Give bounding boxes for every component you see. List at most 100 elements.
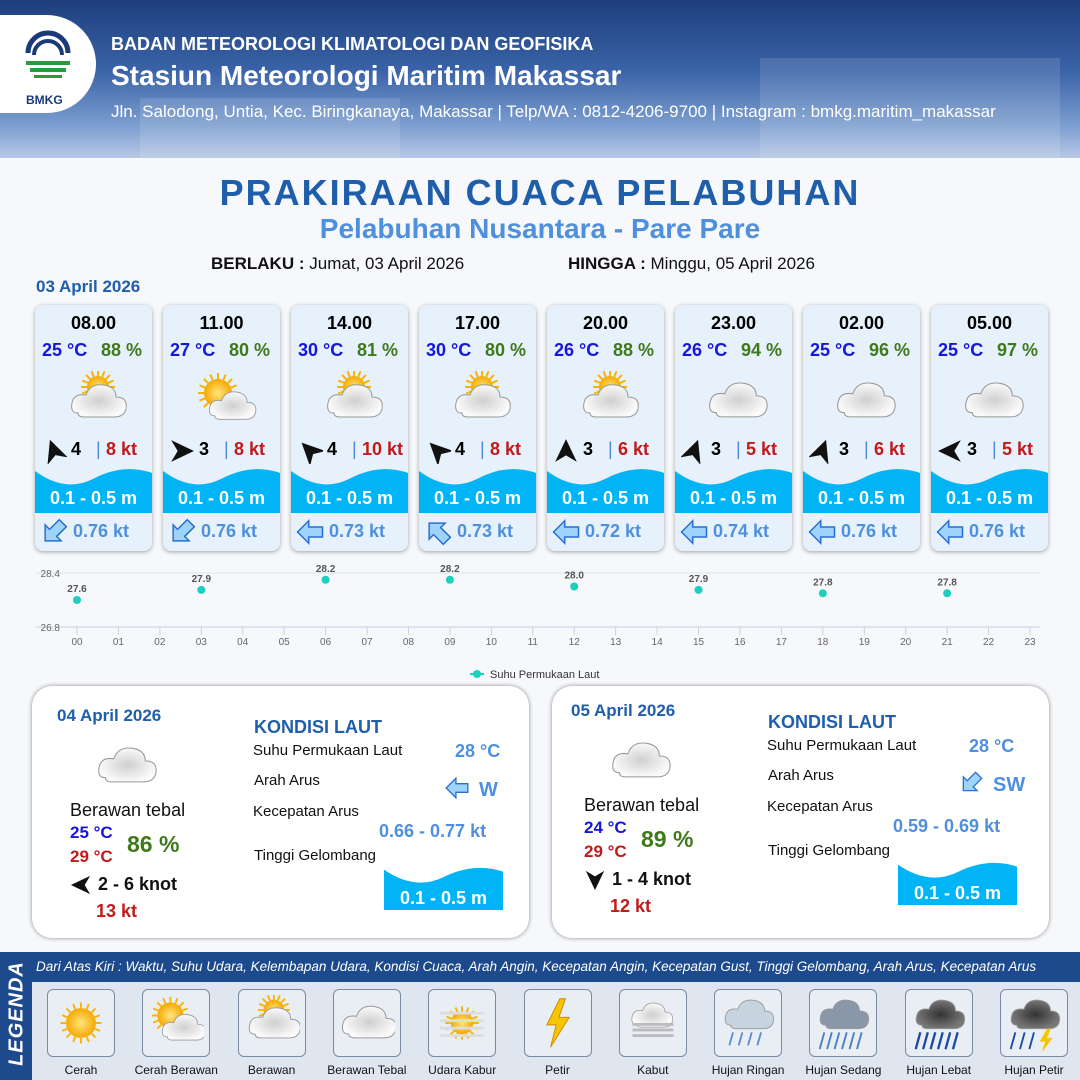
sst-value: 28 °C: [969, 736, 1015, 756]
hujan-petir-icon: [1000, 989, 1068, 1057]
wave-height-label: Tinggi Gelombang: [254, 847, 377, 864]
current-speed-value: 0.59 - 0.69 kt: [893, 816, 1001, 836]
data-label: 27.8: [937, 577, 957, 588]
hujan-ringan-icon: [714, 989, 783, 1057]
wind-speed: 3: [583, 439, 594, 459]
data-point: [570, 582, 579, 591]
wave-shape: [291, 463, 408, 518]
x-tick-label: 21: [942, 637, 954, 648]
forecast-card: 05.00 25 °C 97 % 3 | 5 kt 0.1 - 0.5 m 0.…: [931, 305, 1048, 551]
current-speed-label: Kecepatan Arus: [253, 803, 359, 820]
forecast-card: 14.00 30 °C 81 % 4 | 10 kt 0.1 - 0.5 m 0…: [291, 305, 408, 551]
air-temperature: 26 °C: [554, 340, 600, 360]
forecast-card: 20.00 26 °C 88 % 3 | 6 kt 0.1 - 0.5 m 0.…: [547, 305, 664, 551]
condition-label: Berawan tebal: [584, 795, 700, 815]
forecast-time: 05.00: [966, 313, 1013, 333]
wind-speed: 3: [199, 439, 210, 459]
x-tick-label: 12: [569, 637, 581, 648]
separator: |: [480, 439, 485, 459]
humidity: 96 %: [868, 340, 910, 360]
current-speed-value: 0.66 - 0.77 kt: [379, 821, 487, 841]
temp-max: 29 °C: [584, 842, 627, 861]
humidity: 88 %: [100, 340, 142, 360]
current-speed: 0.76 kt: [73, 521, 130, 541]
berawan-weather-icon: [447, 370, 513, 436]
legend-item-label: Berawan Tebal: [327, 1063, 407, 1077]
hujan-lebat-icon: [904, 989, 973, 1057]
current-direction-arrow-icon: [39, 517, 69, 551]
legend-item-label: Hujan Lebat: [906, 1063, 972, 1077]
forecast-time: 02.00: [838, 313, 885, 333]
x-tick-label: 05: [279, 637, 291, 648]
data-label: 27.8: [813, 577, 833, 588]
station-name: Stasiun Meteorologi Maritim Makassar: [111, 60, 622, 91]
humidity: 86 %: [127, 831, 180, 857]
wind-direction-arrow-icon: [808, 438, 835, 469]
wave-height: 0.1 - 0.5 m: [49, 488, 138, 508]
legend-item-udara-kabur: Udara Kabur: [417, 989, 507, 1077]
banner-decoration: [140, 98, 400, 158]
data-point: [818, 589, 827, 598]
cerah-berawan-icon: [142, 989, 211, 1057]
wind-speed-range: 2 - 6 knot: [98, 874, 178, 894]
sst-value: 28 °C: [455, 741, 501, 761]
berawan-tebal-icon: [332, 989, 401, 1057]
forecast-time: 20.00: [582, 313, 629, 333]
current-speed: 0.73 kt: [457, 521, 514, 541]
data-label: 28.2: [316, 564, 336, 575]
separator: |: [864, 439, 869, 459]
x-tick-label: 09: [444, 637, 456, 648]
gust-speed: 8 kt: [106, 439, 138, 459]
data-label: 28.0: [564, 571, 584, 582]
petir-icon: [523, 989, 592, 1057]
valid-to: HINGGA : Minggu, 05 April 2026: [568, 254, 815, 274]
legend-label: Suhu Permukaan Laut: [490, 669, 599, 681]
current-direction-arrow-icon: [551, 517, 581, 551]
kabut-icon: [618, 989, 687, 1057]
wave-shape: [898, 857, 1017, 905]
legend-item-hujan-lebat: Hujan Lebat: [894, 989, 984, 1077]
air-temperature: 30 °C: [426, 340, 472, 360]
berawan-tebal-weather-icon: [703, 371, 769, 436]
temp-min: 24 °C: [584, 818, 627, 837]
valid-to-date: Minggu, 05 April 2026: [650, 254, 815, 273]
humidity: 94 %: [740, 340, 782, 360]
data-point: [321, 575, 330, 584]
humidity: 80 %: [484, 340, 526, 360]
wave-shape: [675, 463, 792, 518]
gust-speed: 6 kt: [618, 439, 650, 459]
data-label: 27.6: [67, 584, 87, 595]
forecast-time: 11.00: [199, 313, 244, 333]
legend-item-berawan: Berawan: [227, 989, 317, 1077]
wind-direction-arrow-icon: [169, 438, 195, 469]
wave-height: 0.1 - 0.5 m: [561, 488, 650, 508]
air-temperature: 25 °C: [938, 340, 984, 360]
x-tick-label: 08: [403, 637, 415, 648]
wave-shape: [384, 862, 503, 910]
current-direction-arrow-icon: [167, 517, 197, 551]
x-tick-label: 20: [900, 637, 912, 648]
data-point: [73, 596, 81, 604]
header-banner: BMKG BADAN METEOROLOGI KLIMATOLOGI DAN G…: [0, 0, 1080, 158]
separator: |: [736, 439, 741, 459]
berawan-tebal-weather-icon: [959, 371, 1025, 436]
forecast-time: 23.00: [710, 313, 757, 333]
sst-label: Suhu Permukaan Laut: [767, 737, 917, 754]
x-tick-label: 15: [693, 637, 705, 648]
separator: |: [992, 439, 997, 459]
sst-label: Suhu Permukaan Laut: [253, 742, 403, 759]
x-tick-label: 10: [486, 637, 498, 648]
wind-speed: 3: [711, 439, 722, 459]
wind-speed: 4: [327, 439, 338, 459]
gust-speed: 5 kt: [746, 439, 778, 459]
current-speed: 0.76 kt: [969, 521, 1026, 541]
temp-min: 25 °C: [70, 823, 113, 842]
forecast-card: 11.00 27 °C 80 % 3 | 8 kt 0.1 - 0.5 m 0.…: [163, 305, 280, 551]
data-point: [445, 575, 454, 584]
y-tick-label: 28.4: [41, 569, 61, 580]
separator: |: [96, 439, 101, 459]
wind-direction-arrow-icon: [584, 869, 606, 896]
legend-item-label: Hujan Petir: [1004, 1063, 1064, 1077]
humidity: 89 %: [641, 826, 694, 852]
humidity: 80 %: [228, 340, 270, 360]
